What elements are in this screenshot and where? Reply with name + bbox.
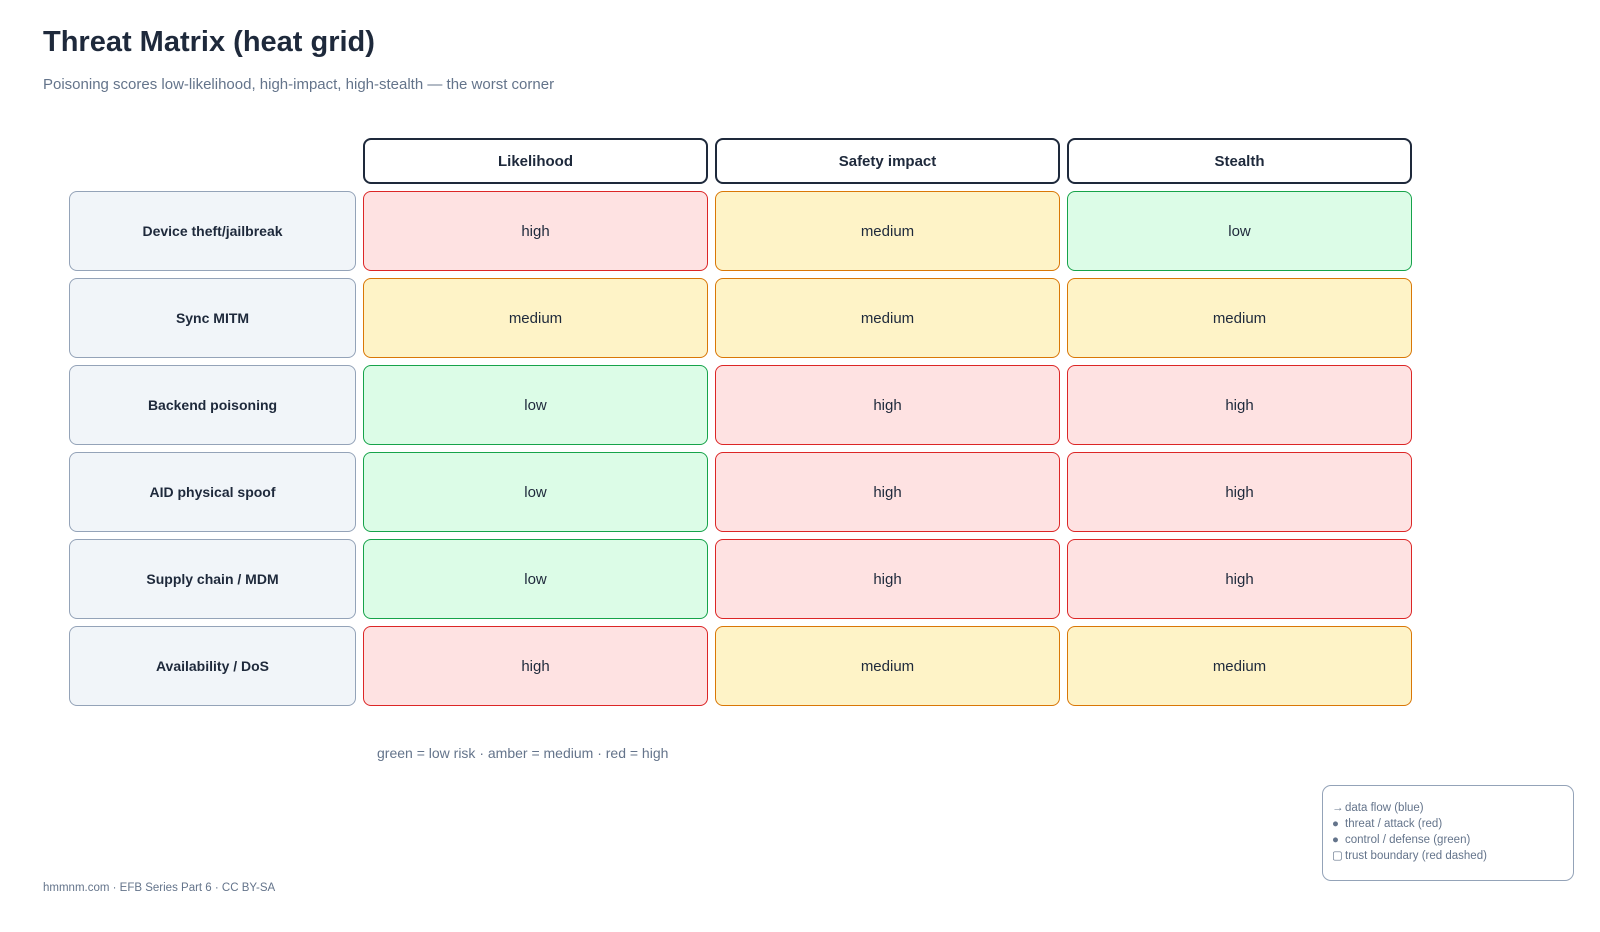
- matrix-cell: high: [715, 365, 1060, 445]
- row-header-availability-dos: Availability / DoS: [69, 626, 356, 706]
- matrix-cell: medium: [363, 278, 708, 358]
- matrix-cell: medium: [715, 278, 1060, 358]
- matrix-cell: medium: [715, 626, 1060, 706]
- legend-item-trust-boundary: ▢ trust boundary (red dashed): [1332, 848, 1573, 864]
- matrix-cell: high: [1067, 365, 1412, 445]
- legend-item-data-flow: → data flow (blue): [1332, 800, 1573, 816]
- column-header-likelihood: Likelihood: [363, 138, 708, 184]
- row-header-backend-poisoning: Backend poisoning: [69, 365, 356, 445]
- matrix-cell: high: [715, 539, 1060, 619]
- matrix-cell: medium: [715, 191, 1060, 271]
- row-header-aid-physical-spoof: AID physical spoof: [69, 452, 356, 532]
- legend-item-threat: ● threat / attack (red): [1332, 816, 1573, 832]
- matrix-cell: low: [363, 365, 708, 445]
- footer-credit: hmmnm.com · EFB Series Part 6 · CC BY-SA: [43, 882, 276, 894]
- matrix-cell: high: [1067, 452, 1412, 532]
- page-subtitle: Poisoning scores low-likelihood, high-im…: [43, 76, 555, 93]
- matrix-cell: high: [363, 191, 708, 271]
- matrix-corner: [69, 138, 356, 184]
- matrix-cell: high: [715, 452, 1060, 532]
- dot-icon: ●: [1332, 834, 1339, 846]
- color-key-caption: green = low risk · amber = medium · red …: [377, 745, 669, 761]
- row-header-supply-chain: Supply chain / MDM: [69, 539, 356, 619]
- arrow-icon: →: [1332, 802, 1344, 814]
- matrix-cell: high: [1067, 539, 1412, 619]
- matrix-cell: high: [363, 626, 708, 706]
- legend-label: threat / attack (red): [1345, 818, 1443, 830]
- square-icon: ▢: [1332, 850, 1343, 862]
- row-header-sync-mitm: Sync MITM: [69, 278, 356, 358]
- matrix-cell: low: [363, 539, 708, 619]
- column-header-safety-impact: Safety impact: [715, 138, 1060, 184]
- dot-icon: ●: [1332, 818, 1339, 830]
- matrix-cell: medium: [1067, 278, 1412, 358]
- matrix-cell: medium: [1067, 626, 1412, 706]
- legend-label: control / defense (green): [1345, 834, 1471, 846]
- threat-matrix: Likelihood Safety impact Stealth Device …: [69, 138, 1412, 706]
- matrix-cell: low: [1067, 191, 1412, 271]
- legend-label: trust boundary (red dashed): [1345, 850, 1487, 862]
- row-header-device-theft: Device theft/jailbreak: [69, 191, 356, 271]
- legend-label: data flow (blue): [1345, 802, 1424, 814]
- legend-item-control: ● control / defense (green): [1332, 832, 1573, 848]
- legend-box: → data flow (blue) ● threat / attack (re…: [1322, 785, 1574, 881]
- matrix-cell: low: [363, 452, 708, 532]
- page-title: Threat Matrix (heat grid): [43, 26, 375, 58]
- column-header-stealth: Stealth: [1067, 138, 1412, 184]
